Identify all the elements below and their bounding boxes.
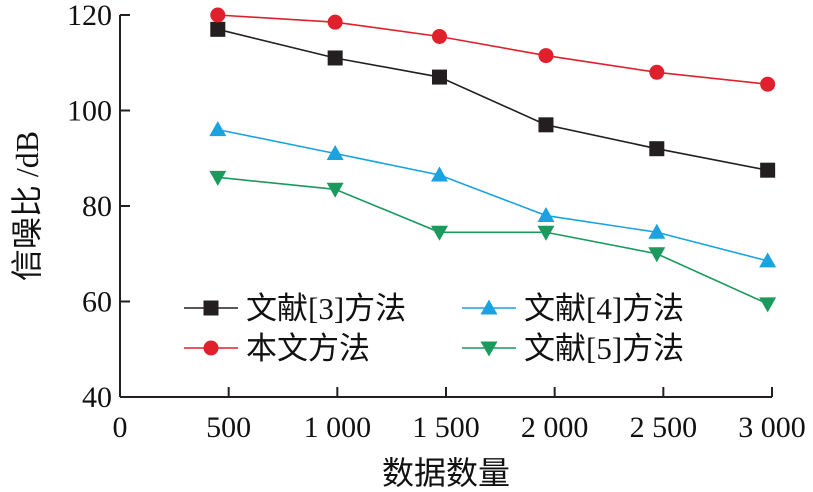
series-group xyxy=(209,121,777,268)
legend-item: 文献[3]方法 xyxy=(184,291,406,326)
triangle-down-marker xyxy=(480,341,498,357)
circle-marker xyxy=(538,48,554,64)
triangle-up-marker xyxy=(480,299,498,315)
x-tick-label: 1 000 xyxy=(304,411,372,444)
triangle-up-marker xyxy=(759,252,777,268)
y-tick-label: 40 xyxy=(82,381,112,414)
triangle-down-marker xyxy=(209,170,227,186)
y-tick-label: 80 xyxy=(82,190,112,223)
square-marker xyxy=(210,21,226,37)
square-marker xyxy=(760,162,776,178)
x-axis-title: 数据数量 xyxy=(382,455,510,491)
x-tick-label: 2 000 xyxy=(521,411,589,444)
circle-marker xyxy=(203,340,219,356)
series-layer xyxy=(209,7,777,313)
series-group xyxy=(209,170,777,313)
legend-label: 文献[4]方法 xyxy=(524,291,684,326)
x-tick-label: 2 500 xyxy=(630,411,698,444)
legend-item: 文献[5]方法 xyxy=(462,331,684,366)
series-line xyxy=(217,28,768,171)
legend-item: 文献[4]方法 xyxy=(462,291,684,326)
y-tick-label: 60 xyxy=(82,286,112,319)
triangle-up-marker xyxy=(209,121,227,137)
legend-label: 文献[5]方法 xyxy=(524,331,684,366)
y-tick-label: 100 xyxy=(67,95,112,128)
triangle-down-marker xyxy=(537,225,555,241)
x-tick-label: 0 xyxy=(113,411,128,444)
series-group xyxy=(210,7,776,92)
circle-marker xyxy=(210,7,226,23)
series-line xyxy=(217,128,768,262)
circle-marker xyxy=(649,64,665,80)
triangle-up-marker xyxy=(326,144,344,160)
y-axis-title: 信噪比 /dB xyxy=(9,131,45,281)
triangle-up-marker xyxy=(430,166,448,182)
y-tick-label: 120 xyxy=(67,0,112,32)
square-marker xyxy=(327,50,343,66)
triangle-down-marker xyxy=(648,247,666,263)
square-marker xyxy=(649,141,665,157)
legend-item: 本文方法 xyxy=(184,331,370,366)
series-group xyxy=(210,21,776,178)
circle-marker xyxy=(431,28,447,44)
axes: 40 60 80 100 120 0 500 1 000 1 500 2 000 2 500 3 00… xyxy=(67,0,806,444)
triangle-up-marker xyxy=(537,207,555,223)
circle-marker xyxy=(327,14,343,30)
series-line xyxy=(217,14,768,86)
x-tick-label: 500 xyxy=(206,411,251,444)
square-marker xyxy=(538,117,554,133)
triangle-down-marker xyxy=(430,225,448,241)
legend-label: 文献[3]方法 xyxy=(246,291,406,326)
x-tick-label: 1 500 xyxy=(412,411,480,444)
x-tick-label: 3 000 xyxy=(738,411,806,444)
triangle-down-marker xyxy=(326,182,344,198)
triangle-up-marker xyxy=(648,223,666,239)
square-marker xyxy=(203,300,219,316)
triangle-down-marker xyxy=(759,297,777,313)
series-line xyxy=(217,176,768,305)
circle-marker xyxy=(760,76,776,92)
square-marker xyxy=(431,69,447,85)
legend-label: 本文方法 xyxy=(246,331,370,366)
